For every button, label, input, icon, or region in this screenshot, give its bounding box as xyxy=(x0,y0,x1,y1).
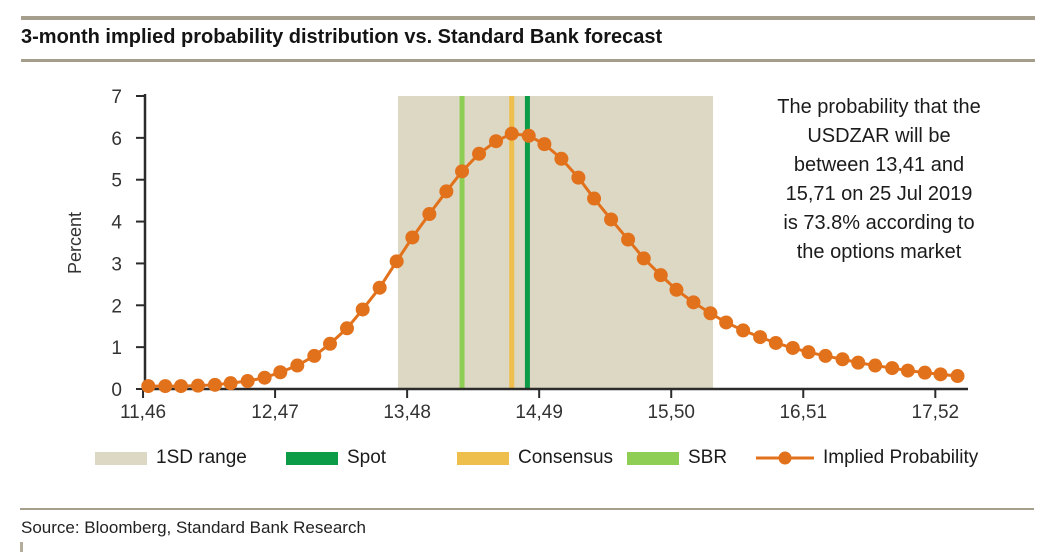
data-point xyxy=(521,128,536,143)
data-point xyxy=(636,251,651,266)
y-tick-label: 6 xyxy=(111,129,122,150)
data-point xyxy=(736,323,751,338)
data-point xyxy=(917,365,932,380)
legend-line-dot-icon xyxy=(756,451,814,465)
data-point xyxy=(835,352,850,367)
data-point xyxy=(322,336,337,351)
data-point xyxy=(686,295,701,310)
legend-swatch-icon xyxy=(95,451,147,465)
data-point xyxy=(455,164,470,179)
data-point xyxy=(223,376,238,391)
data-point xyxy=(554,151,569,166)
data-point xyxy=(439,184,454,199)
data-point xyxy=(290,358,305,373)
data-point xyxy=(389,254,404,269)
chart-legend: 1SD range Spot Consensus SBR Implied Probabi… xyxy=(0,445,1052,471)
data-point xyxy=(950,369,965,384)
data-point xyxy=(489,134,504,149)
x-tick-label: 16,51 xyxy=(779,402,827,423)
data-point xyxy=(933,367,948,382)
data-point xyxy=(900,363,915,378)
legend-item-implied-probability: Implied Probability xyxy=(756,445,978,471)
data-point xyxy=(472,146,487,161)
y-tick-label: 7 xyxy=(111,87,122,108)
y-tick-labels: 0 1 2 3 4 5 6 7 xyxy=(111,87,122,401)
data-point xyxy=(273,365,288,380)
legend-item-consensus: Consensus xyxy=(457,445,613,471)
x-tick-labels: 11,46 12,47 13,48 14,49 15,50 16,51 17,52 xyxy=(120,402,959,423)
data-point xyxy=(257,370,272,385)
y-tick-label: 4 xyxy=(111,213,122,234)
legend-label: Implied Probability xyxy=(823,447,979,468)
data-point xyxy=(372,280,387,295)
legend-swatch-icon xyxy=(627,451,679,465)
x-tick-label: 17,52 xyxy=(912,402,960,423)
data-point xyxy=(669,282,684,297)
legend-label: 1SD range xyxy=(156,447,247,468)
chart-annotation: The probability that the USDZAR will be … xyxy=(777,96,981,263)
data-point xyxy=(207,377,222,392)
data-point xyxy=(785,340,800,355)
x-tick-label: 14,49 xyxy=(515,402,563,423)
legend-item-spot: Spot xyxy=(286,445,386,471)
data-point xyxy=(422,207,437,222)
data-point xyxy=(141,379,156,394)
data-point xyxy=(753,330,768,345)
y-tick-label: 2 xyxy=(111,296,122,317)
data-point xyxy=(868,358,883,373)
x-tick-label: 13,48 xyxy=(383,402,431,423)
legend-label: SBR xyxy=(688,447,728,468)
data-point xyxy=(851,355,866,370)
data-point xyxy=(240,374,255,389)
source-text: Source: Bloomberg, Standard Bank Researc… xyxy=(21,518,366,537)
source-rule xyxy=(20,508,1034,510)
y-tick-label: 5 xyxy=(111,171,122,192)
chart-title: 3-month implied probability distribution… xyxy=(21,26,663,48)
data-point xyxy=(885,361,900,376)
data-point xyxy=(653,268,668,283)
title-bottom-rule xyxy=(21,59,1035,62)
y-axis-title: Percent xyxy=(65,212,85,274)
x-tick-label: 11,46 xyxy=(120,402,166,423)
data-point xyxy=(405,230,420,245)
data-point xyxy=(173,379,188,394)
data-point xyxy=(604,212,619,227)
data-point xyxy=(801,345,816,360)
one-sd-range-band xyxy=(397,96,714,389)
y-tick-label: 1 xyxy=(111,338,122,359)
data-point xyxy=(719,315,734,330)
data-point xyxy=(158,379,173,394)
page-margin-tick xyxy=(20,542,23,552)
title-top-rule xyxy=(21,16,1035,20)
data-point xyxy=(307,348,322,363)
y-tick-label: 3 xyxy=(111,254,122,275)
data-point xyxy=(537,137,552,152)
data-point xyxy=(587,191,602,206)
data-point xyxy=(190,378,205,393)
legend-label: Spot xyxy=(347,447,387,468)
data-point xyxy=(355,302,370,317)
legend-item-sbr: SBR xyxy=(627,445,727,471)
data-point xyxy=(571,170,586,185)
legend-swatch-icon xyxy=(286,451,338,465)
data-point xyxy=(768,335,783,350)
data-point xyxy=(818,348,833,363)
y-tick-label: 0 xyxy=(111,380,122,401)
x-tick-label: 12,47 xyxy=(251,402,299,423)
data-point xyxy=(504,126,519,141)
legend-swatch-icon xyxy=(457,451,509,465)
x-tick-label: 15,50 xyxy=(647,402,695,423)
legend-dot xyxy=(778,451,792,465)
legend-item-1sd-range: 1SD range xyxy=(95,445,247,471)
legend-label: Consensus xyxy=(518,447,614,468)
implied-probability-dots xyxy=(141,126,965,394)
data-point xyxy=(621,232,636,247)
data-point xyxy=(339,321,354,336)
data-point xyxy=(703,306,718,321)
